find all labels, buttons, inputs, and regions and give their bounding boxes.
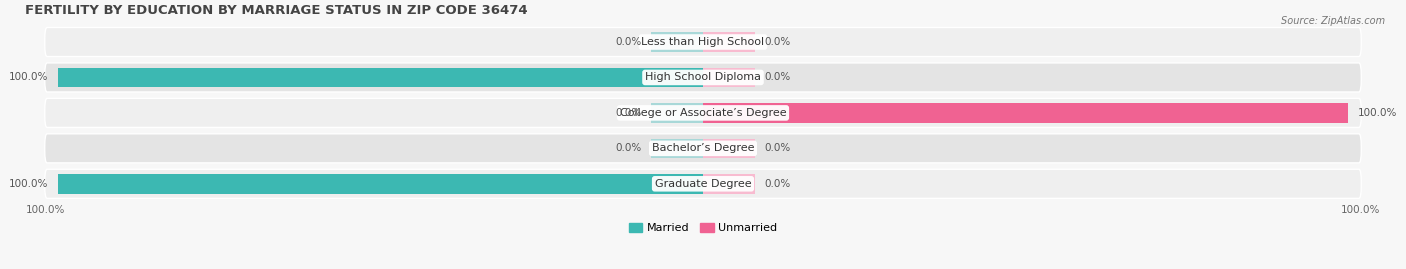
Text: 100.0%: 100.0% [8,72,48,83]
Bar [651,32,703,52]
Bar [651,103,703,123]
Bar [58,68,703,87]
Text: FERTILITY BY EDUCATION BY MARRIAGE STATUS IN ZIP CODE 36474: FERTILITY BY EDUCATION BY MARRIAGE STATU… [25,4,529,17]
Text: Bachelor’s Degree: Bachelor’s Degree [652,143,754,153]
Text: 0.0%: 0.0% [616,143,641,153]
Bar [58,174,703,194]
Bar [703,139,755,158]
Bar [651,139,703,158]
FancyBboxPatch shape [45,98,1361,128]
Bar [703,174,755,194]
Bar [703,103,1348,123]
Legend: Married, Unmarried: Married, Unmarried [624,218,782,238]
Text: 100.0%: 100.0% [8,179,48,189]
Text: Graduate Degree: Graduate Degree [655,179,751,189]
Text: Source: ZipAtlas.com: Source: ZipAtlas.com [1281,16,1385,26]
FancyBboxPatch shape [45,169,1361,198]
Text: High School Diploma: High School Diploma [645,72,761,83]
Text: 100.0%: 100.0% [25,205,65,215]
Text: 0.0%: 0.0% [616,108,641,118]
Text: Less than High School: Less than High School [641,37,765,47]
Text: 0.0%: 0.0% [765,143,790,153]
Text: 0.0%: 0.0% [616,37,641,47]
FancyBboxPatch shape [45,63,1361,92]
Text: 100.0%: 100.0% [1358,108,1398,118]
Text: 0.0%: 0.0% [765,72,790,83]
FancyBboxPatch shape [45,134,1361,163]
Text: College or Associate’s Degree: College or Associate’s Degree [620,108,786,118]
Bar [703,68,755,87]
Text: 0.0%: 0.0% [765,179,790,189]
Text: 100.0%: 100.0% [1341,205,1381,215]
Text: 0.0%: 0.0% [765,37,790,47]
Bar [703,32,755,52]
FancyBboxPatch shape [45,27,1361,56]
